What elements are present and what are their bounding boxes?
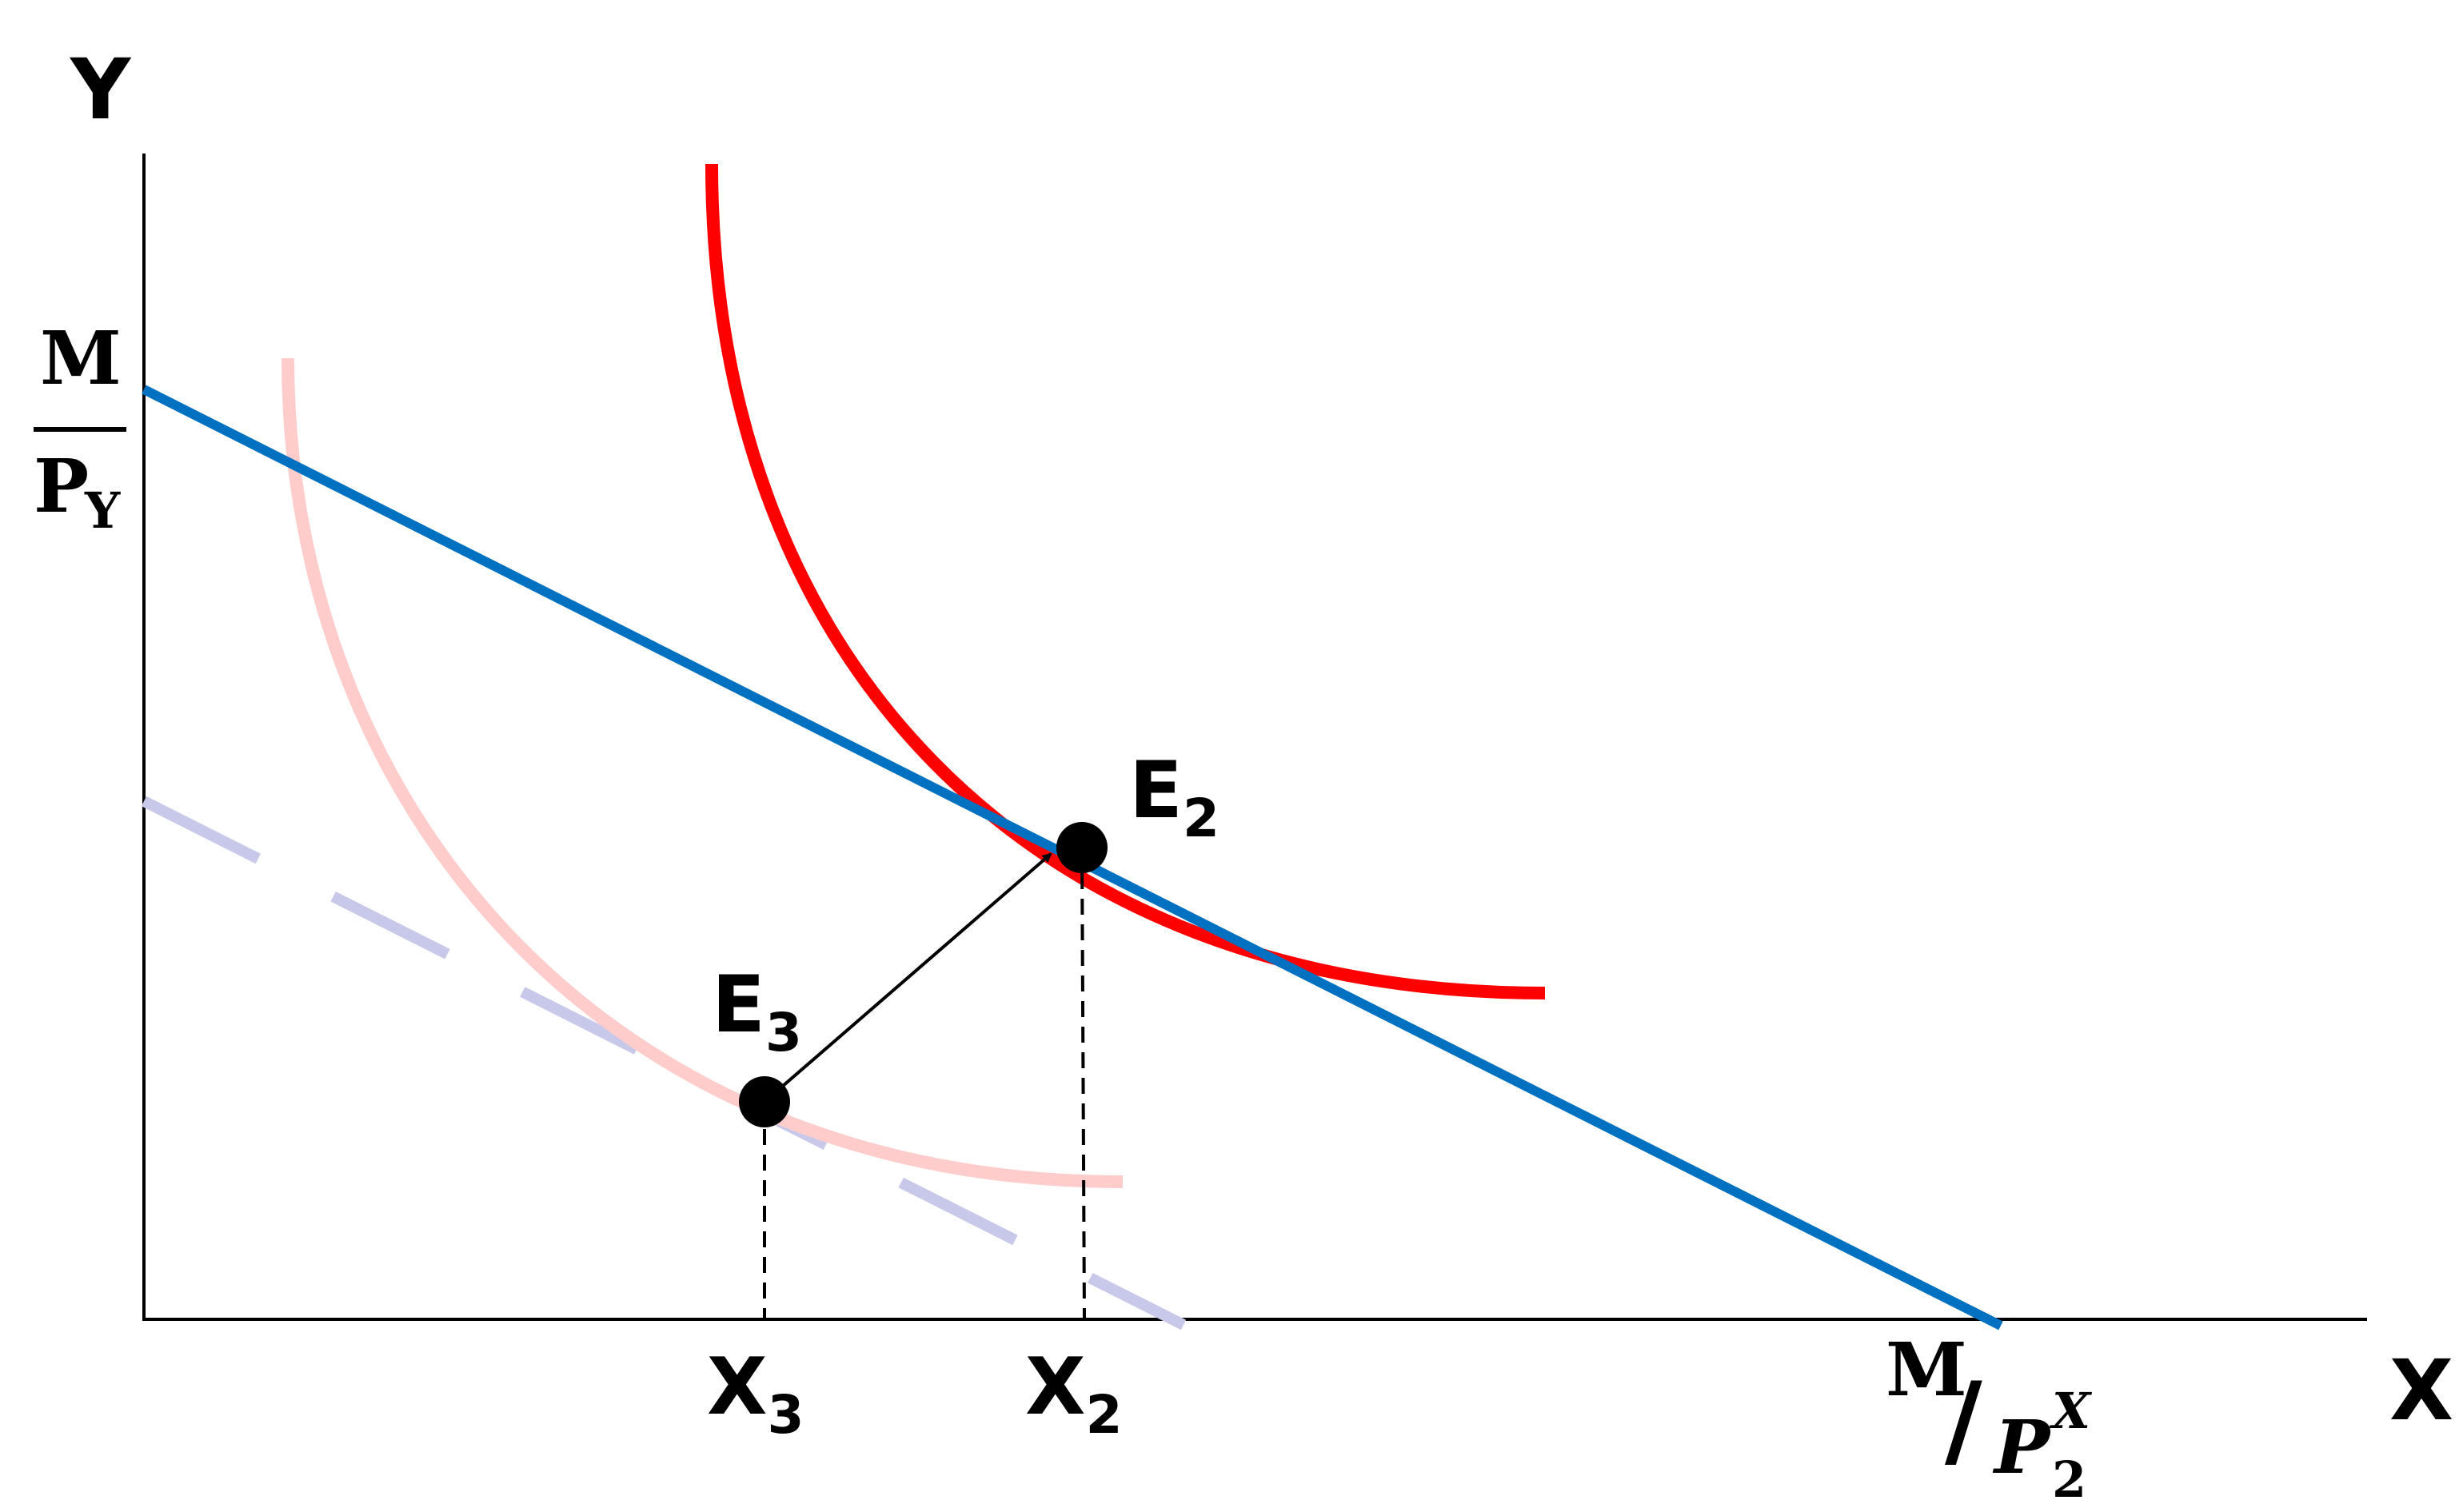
y-intercept-numerator: M — [40, 315, 122, 401]
tick-x3-sub: 3 — [768, 1384, 804, 1446]
old-budget-line-dashed — [141, 796, 1187, 1330]
y-intercept-denominator-sub: Y — [84, 481, 121, 540]
y-axis-label: Y — [69, 41, 132, 138]
drop-line-x2 — [1080, 847, 1086, 1320]
indifference-curve-low — [281, 357, 1124, 1188]
x-intercept-numerator: M — [1886, 1326, 1967, 1413]
point-e2-letter: E — [1129, 745, 1183, 836]
point-e3-letter: E — [712, 959, 765, 1051]
x-intercept-denominator-sup: X — [2049, 1382, 2093, 1440]
y-intercept-denominator: P — [34, 443, 89, 529]
x-intercept-denominator: P — [1992, 1404, 2052, 1490]
point-e3-dot — [739, 1076, 790, 1127]
shift-arrow — [763, 852, 1052, 1103]
indifference-curve-high — [705, 163, 1546, 999]
tick-x3-letter: X — [707, 1342, 768, 1433]
point-e3-sub: 3 — [765, 1002, 802, 1063]
tick-x2-label: X2 — [1025, 1342, 1123, 1446]
point-e3-label: E3 — [712, 959, 802, 1063]
tick-x2-letter: X — [1025, 1342, 1086, 1433]
point-e2-label: E2 — [1129, 745, 1220, 849]
x-intercept-denominator-sub: 2 — [2052, 1450, 2086, 1509]
tick-x2-sub: 2 — [1086, 1384, 1123, 1446]
point-e2-sub: 2 — [1183, 788, 1220, 849]
point-e2-dot — [1056, 822, 1108, 873]
x-intercept-slash: / — [1945, 1360, 1982, 1480]
x-axis-label: X — [2389, 1342, 2453, 1439]
tick-x3-label: X3 — [707, 1342, 804, 1446]
